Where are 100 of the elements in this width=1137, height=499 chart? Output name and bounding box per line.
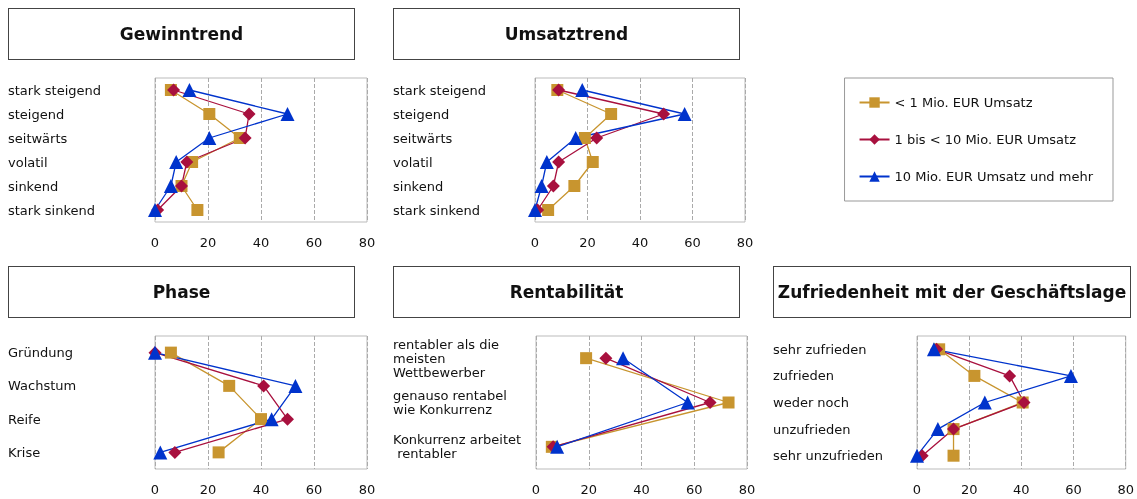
x-tick-label: 60 <box>685 482 703 497</box>
x-tick-label: 0 <box>150 482 160 497</box>
x-tick-label: 60 <box>305 482 323 497</box>
legend-label: 1 bis < 10 Mio. EUR Umsatz <box>894 132 1077 147</box>
x-tick-label: 80 <box>1117 482 1134 497</box>
y-tick-label: Reife <box>8 411 41 427</box>
point <box>539 155 554 169</box>
point <box>680 395 695 410</box>
y-tick-label: Wachstum <box>8 378 77 394</box>
y-tick-label: sehr zufrieden <box>773 341 867 357</box>
point <box>722 396 735 409</box>
y-tick-label: stark steigend <box>8 82 102 98</box>
point <box>164 346 177 359</box>
point <box>202 131 217 145</box>
y-tick-label: unzufrieden <box>773 421 851 437</box>
chart-title: Zufriedenheit mit der Geschäftslage <box>773 266 1131 318</box>
point <box>280 107 295 121</box>
x-tick-label: 0 <box>530 235 540 250</box>
point <box>281 412 294 426</box>
point <box>238 131 252 145</box>
legend-label: 10 Mio. EUR Umsatz und mehr <box>894 169 1094 184</box>
point <box>542 204 555 216</box>
point <box>169 155 184 169</box>
point <box>616 351 631 366</box>
chart-title: Rentabilität <box>393 266 740 318</box>
y-tick-label: sinkend <box>8 178 59 194</box>
point <box>605 108 618 120</box>
point <box>586 156 599 168</box>
point <box>552 155 566 169</box>
y-tick-label: volatil <box>8 154 48 170</box>
y-tick-label: seitwärts <box>393 130 453 146</box>
y-tick-label: steigend <box>8 106 65 122</box>
point <box>599 351 613 365</box>
x-tick-label: 40 <box>252 482 270 497</box>
chart-title: Umsatztrend <box>393 8 740 60</box>
point <box>212 446 225 459</box>
point <box>968 369 981 382</box>
x-tick-label: 20 <box>199 482 217 497</box>
x-tick-label: 20 <box>199 235 217 250</box>
point <box>546 179 560 193</box>
point <box>580 352 593 365</box>
y-tick-label: weder noch <box>773 395 849 410</box>
y-tick-label: Gründung <box>8 345 73 361</box>
x-tick-label: 40 <box>1013 482 1030 497</box>
point <box>947 449 960 462</box>
x-tick-label: 80 <box>358 235 376 250</box>
point <box>182 83 197 97</box>
point <box>223 379 236 392</box>
point <box>167 83 181 97</box>
point <box>568 131 583 145</box>
x-tick-label: 0 <box>531 482 541 497</box>
y-tick-label: steigend <box>393 106 450 122</box>
x-tick-label: 80 <box>738 482 756 497</box>
x-tick-label: 20 <box>579 235 596 250</box>
point <box>930 422 945 437</box>
legend-label: < 1 Mio. EUR Umsatz <box>894 95 1033 110</box>
point <box>578 132 591 144</box>
point <box>257 379 271 393</box>
point <box>703 396 717 409</box>
point <box>568 180 581 192</box>
y-tick-label: rentabler als die meisten Wettbewerber <box>393 336 504 380</box>
y-tick-label: sehr unzufrieden <box>773 448 884 464</box>
chart-title: Phase <box>8 266 355 318</box>
y-tick-label: sinkend <box>393 178 444 194</box>
x-tick-label: 60 <box>684 235 701 250</box>
y-tick-label: volatil <box>393 154 433 170</box>
point <box>657 107 671 121</box>
y-tick-label: stark sinkend <box>393 202 481 218</box>
point <box>191 204 204 216</box>
y-tick-label: stark steigend <box>393 82 487 98</box>
x-tick-label: 20 <box>960 482 978 497</box>
point <box>168 445 182 459</box>
point <box>590 131 604 145</box>
x-tick-label: 20 <box>580 482 598 497</box>
point <box>264 412 279 427</box>
x-tick-label: 40 <box>631 235 649 250</box>
point <box>163 179 178 193</box>
point <box>534 179 549 193</box>
y-tick-label: Krise <box>8 444 41 460</box>
point <box>180 155 194 169</box>
point <box>926 342 941 357</box>
x-tick-label: 60 <box>305 235 323 250</box>
x-tick-label: 60 <box>1065 482 1082 497</box>
point <box>575 83 590 97</box>
point <box>203 108 216 120</box>
x-tick-label: 0 <box>912 482 922 497</box>
point <box>677 107 692 121</box>
y-tick-label: seitwärts <box>8 130 68 146</box>
x-tick-label: 80 <box>736 235 754 250</box>
y-tick-label: zufrieden <box>773 368 835 384</box>
point <box>977 395 992 410</box>
y-tick-label: genauso rentabel wie Konkurrenz <box>393 388 511 417</box>
x-tick-label: 80 <box>358 482 376 497</box>
x-tick-label: 40 <box>252 235 270 250</box>
point <box>288 378 303 393</box>
point <box>550 439 565 454</box>
x-tick-label: 40 <box>633 482 650 497</box>
point <box>910 448 924 463</box>
point <box>153 445 168 460</box>
point <box>1063 368 1078 383</box>
